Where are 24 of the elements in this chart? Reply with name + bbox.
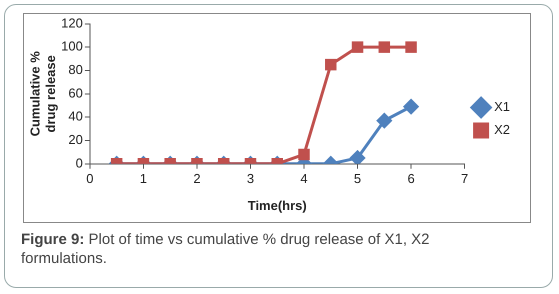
legend-label: X2 xyxy=(494,122,510,138)
x-tick-label: 0 xyxy=(86,171,94,186)
legend-label: X1 xyxy=(494,99,510,114)
y-tick-label: 80 xyxy=(68,62,83,78)
y-tick-label: 40 xyxy=(68,108,83,124)
y-tick-label: 100 xyxy=(61,38,83,54)
point xyxy=(405,41,417,53)
caption: Figure 9: Plot of time vs cumulative % drug release of X1, X2 formulations. xyxy=(21,230,431,268)
y-tick-label: 60 xyxy=(68,85,83,100)
x-tick-label: 5 xyxy=(354,171,362,186)
point xyxy=(352,41,364,53)
x-tick-label: 3 xyxy=(246,171,254,186)
x-axis-title: Time(hrs) xyxy=(248,198,307,213)
x-tick-label: 1 xyxy=(140,171,148,186)
x-tick-label: 6 xyxy=(407,171,415,186)
y-tick-label: 0 xyxy=(76,155,83,170)
x-tick-label: 4 xyxy=(300,171,308,186)
x-tick-label: 2 xyxy=(193,171,201,186)
point xyxy=(325,58,337,70)
y-tick-label: 120 xyxy=(61,15,83,30)
point xyxy=(378,41,390,53)
y-axis-title: Cumulative % drug release xyxy=(27,50,58,136)
y-tick-label: 20 xyxy=(68,132,83,148)
x-tick-label: 7 xyxy=(460,171,468,186)
